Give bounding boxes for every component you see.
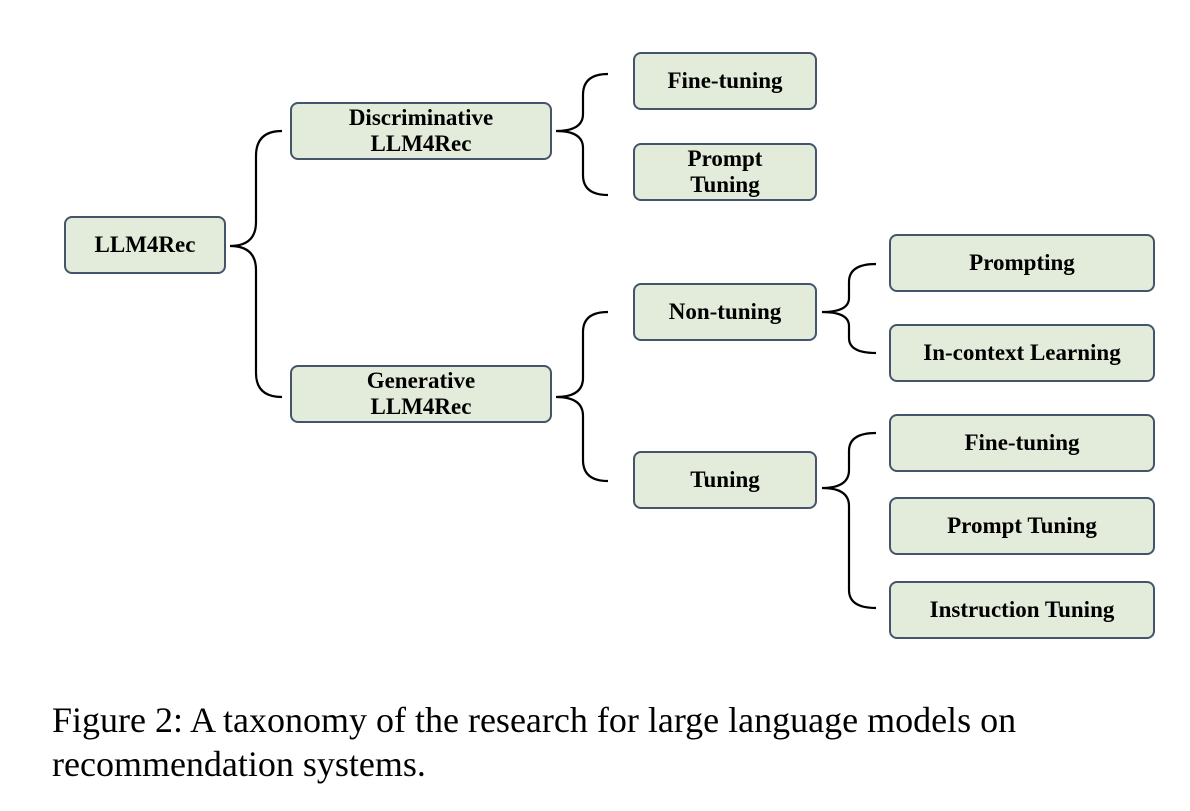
root-brace bbox=[229, 129, 283, 399]
node-label-line2: LLM4Rec bbox=[370, 131, 472, 156]
discriminative-brace bbox=[555, 72, 609, 197]
node-label-group: Generative LLM4Rec bbox=[367, 368, 476, 420]
node-label: Instruction Tuning bbox=[929, 597, 1115, 622]
node-generative-llm4rec: Generative LLM4Rec bbox=[290, 365, 552, 423]
node-label: Prompting bbox=[969, 250, 1075, 275]
tuning-brace bbox=[821, 431, 877, 610]
node-prompting: Prompting bbox=[889, 234, 1155, 292]
node-label-line1: Generative bbox=[366, 368, 476, 393]
generative-brace bbox=[555, 310, 609, 483]
node-label: Non-tuning bbox=[668, 299, 782, 324]
node-label: Fine-tuning bbox=[964, 430, 1080, 455]
node-tuning: Tuning bbox=[633, 451, 817, 509]
node-label-group: Discriminative LLM4Rec bbox=[349, 105, 493, 157]
node-label-line2: Tuning bbox=[690, 172, 760, 197]
node-in-context-learning: In-context Learning bbox=[889, 324, 1155, 382]
node-label: Prompt Tuning bbox=[947, 513, 1097, 538]
node-instruction-tuning: Instruction Tuning bbox=[889, 581, 1155, 639]
non-tuning-brace bbox=[821, 262, 877, 355]
node-disc-prompt-tuning: Prompt Tuning bbox=[633, 143, 817, 201]
node-label-line1: Discriminative bbox=[348, 105, 494, 130]
figure-caption: Figure 2: A taxonomy of the research for… bbox=[52, 700, 1017, 784]
node-label: Tuning bbox=[690, 467, 760, 492]
node-label-group: Prompt Tuning bbox=[688, 146, 763, 198]
node-label: LLM4Rec bbox=[94, 232, 196, 257]
node-non-tuning: Non-tuning bbox=[633, 283, 817, 341]
node-label-line2: LLM4Rec bbox=[370, 394, 472, 419]
node-discriminative-llm4rec: Discriminative LLM4Rec bbox=[290, 102, 552, 160]
node-label: Fine-tuning bbox=[667, 68, 783, 93]
node-gen-prompt-tuning: Prompt Tuning bbox=[889, 497, 1155, 555]
node-gen-fine-tuning: Fine-tuning bbox=[889, 414, 1155, 472]
node-label: In-context Learning bbox=[923, 340, 1121, 365]
node-llm4rec-root: LLM4Rec bbox=[64, 216, 226, 274]
node-label-line1: Prompt bbox=[687, 146, 763, 171]
node-disc-fine-tuning: Fine-tuning bbox=[633, 52, 817, 110]
